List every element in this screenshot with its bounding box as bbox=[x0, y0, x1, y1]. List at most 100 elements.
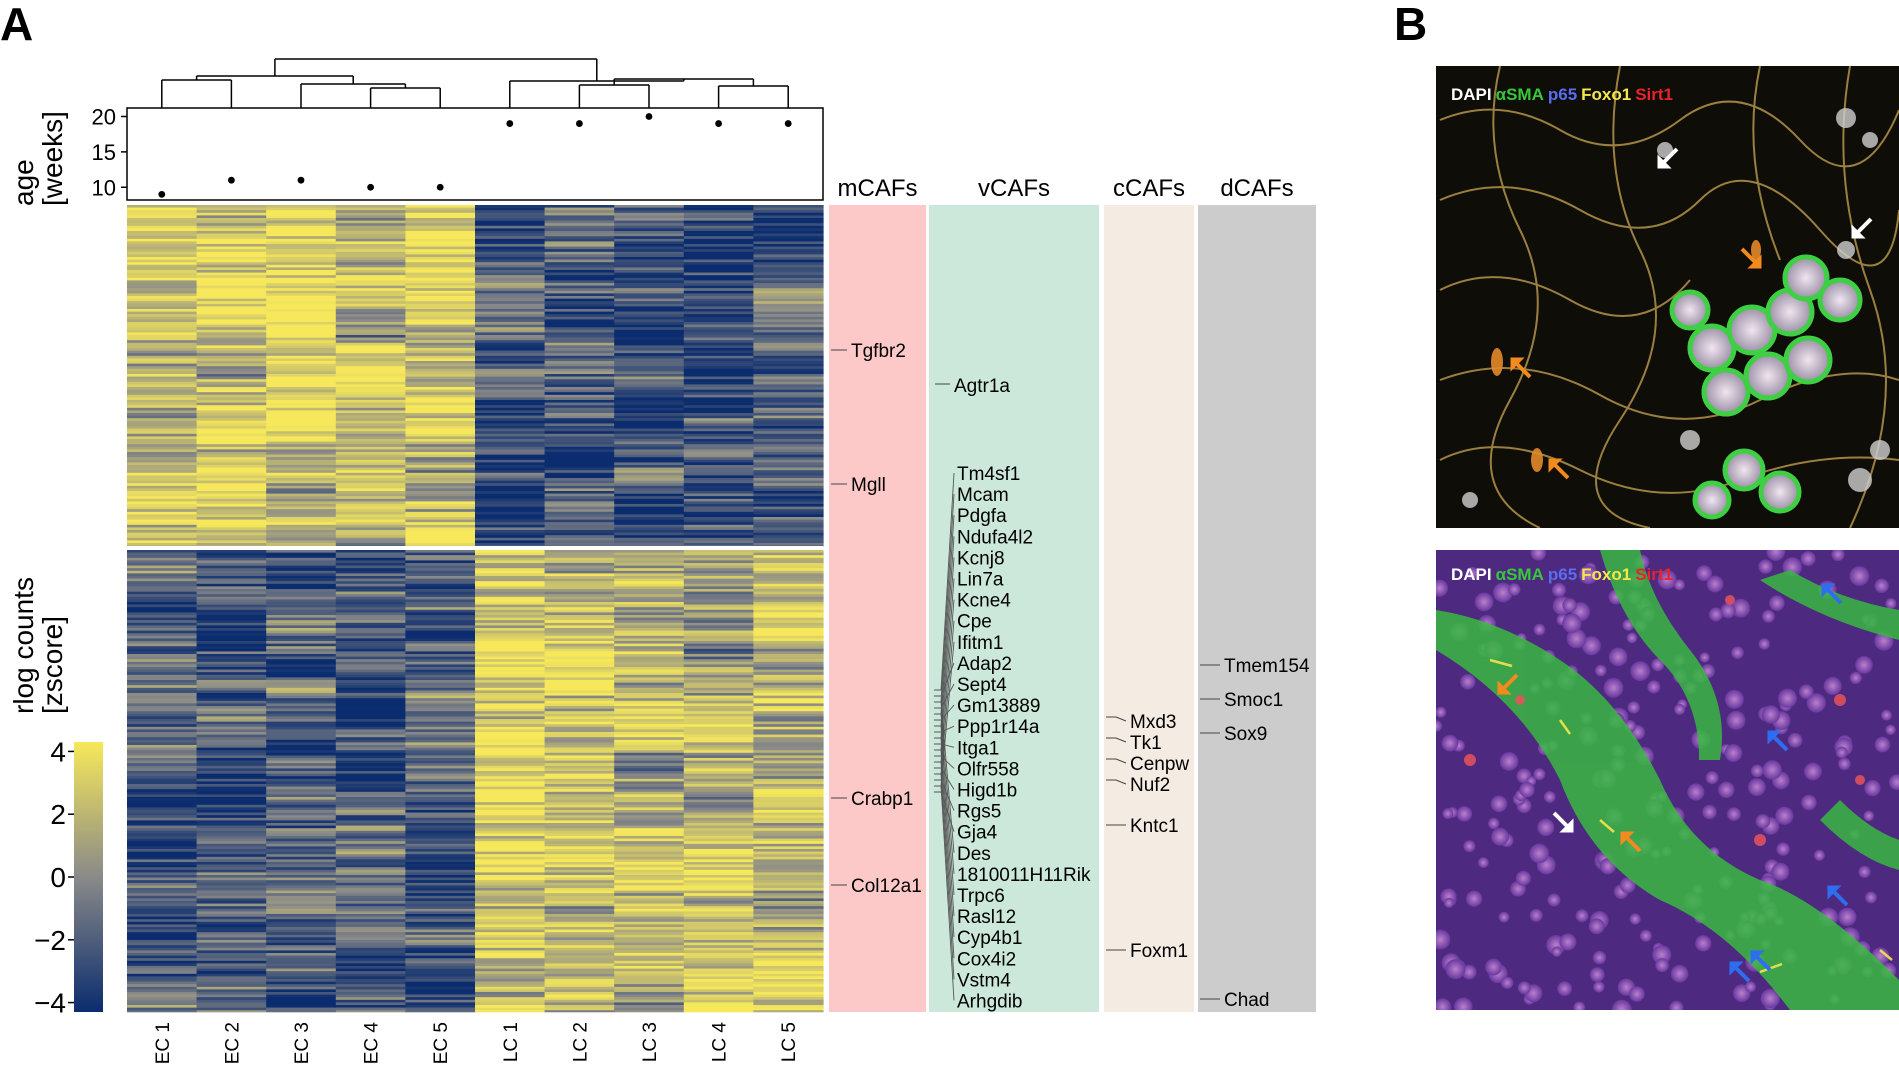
heatmap-cell bbox=[614, 218, 685, 221]
heatmap-cell bbox=[127, 838, 198, 842]
heatmap-cell bbox=[544, 882, 615, 886]
heatmap-cell bbox=[683, 215, 754, 219]
heatmap-cell bbox=[405, 332, 476, 336]
heatmap-cell bbox=[335, 493, 406, 497]
heatmap-cell bbox=[196, 270, 267, 273]
heatmap-cell bbox=[753, 669, 824, 673]
heatmap-cell bbox=[544, 324, 615, 328]
heatmap-cell bbox=[753, 504, 824, 507]
heatmap-cell bbox=[335, 303, 406, 307]
heatmap-cell bbox=[544, 869, 615, 873]
heatmap-cell bbox=[683, 810, 754, 813]
heatmap-cell bbox=[683, 992, 754, 995]
heatmap-cell bbox=[266, 721, 337, 725]
heatmap-cell bbox=[753, 431, 824, 435]
age-point bbox=[297, 176, 305, 184]
heatmap-cell bbox=[335, 238, 406, 242]
heatmap-cell bbox=[127, 703, 198, 707]
heatmap-cell bbox=[335, 462, 406, 466]
heatmap-cell bbox=[335, 413, 406, 416]
heatmap-cell bbox=[683, 517, 754, 520]
heatmap-cell bbox=[614, 851, 685, 855]
heatmap-cell bbox=[475, 690, 546, 694]
heatmap-cell bbox=[335, 576, 406, 579]
heatmap-cell bbox=[127, 431, 198, 435]
heatmap-cell bbox=[753, 947, 824, 951]
heatmap-cell bbox=[544, 823, 615, 826]
heatmap-cell bbox=[475, 758, 546, 761]
heatmap-cell bbox=[405, 301, 476, 305]
heatmap-cell bbox=[127, 812, 198, 816]
heatmap-cell bbox=[614, 628, 685, 631]
heatmap-cell bbox=[405, 413, 476, 416]
heatmap-cell bbox=[683, 236, 754, 240]
heatmap-cell bbox=[196, 630, 267, 634]
heatmap-cell bbox=[753, 410, 824, 414]
heatmap-cell bbox=[266, 760, 337, 764]
heatmap-cell bbox=[266, 615, 337, 618]
micrograph-cell bbox=[1517, 981, 1531, 995]
micrograph-legend-item: Sirt1 bbox=[1635, 85, 1673, 104]
heatmap-cell bbox=[753, 511, 824, 515]
micrograph-cell bbox=[1603, 677, 1624, 698]
heatmap-cell bbox=[753, 872, 824, 876]
heatmap-cell bbox=[614, 498, 685, 502]
heatmap-cell bbox=[475, 659, 546, 663]
heatmap-cell bbox=[405, 358, 476, 362]
colorbar-tick-label: −2 bbox=[34, 925, 66, 956]
heatmap-cell bbox=[196, 591, 267, 595]
heatmap-cell bbox=[544, 690, 615, 694]
heatmap-cell bbox=[266, 545, 337, 547]
heatmap-cell bbox=[405, 682, 476, 686]
heatmap-cell bbox=[683, 275, 754, 279]
heatmap-cell bbox=[683, 583, 754, 587]
heatmap-cell bbox=[475, 716, 546, 720]
heatmap-cell bbox=[753, 882, 824, 886]
heatmap-cell bbox=[196, 659, 267, 663]
micrograph-cell bbox=[1442, 808, 1454, 819]
heatmap-cell bbox=[753, 815, 824, 819]
heatmap-cell bbox=[335, 768, 406, 772]
heatmap-cell bbox=[475, 207, 546, 211]
heatmap-cell bbox=[544, 804, 615, 808]
heatmap-cell bbox=[405, 719, 476, 722]
heatmap-cell bbox=[266, 316, 337, 320]
heatmap-cell bbox=[753, 989, 824, 993]
heatmap-cell bbox=[544, 246, 615, 250]
heatmap-cell bbox=[196, 535, 267, 539]
heatmap-cell bbox=[614, 765, 685, 769]
heatmap-cell bbox=[683, 895, 754, 899]
heatmap-cell bbox=[127, 272, 198, 276]
heatmap-cell bbox=[266, 400, 337, 403]
heatmap-cell bbox=[683, 519, 754, 523]
micrograph-cell bbox=[1436, 579, 1449, 597]
micrograph-arrow bbox=[1657, 147, 1679, 169]
heatmap-cell bbox=[405, 830, 476, 834]
heatmap-cell bbox=[196, 280, 267, 284]
heatmap-cell bbox=[614, 220, 685, 224]
heatmap-cell bbox=[335, 262, 406, 266]
heatmap-cell bbox=[196, 327, 267, 331]
heatmap-cell bbox=[127, 426, 198, 429]
heatmap-cell bbox=[266, 609, 337, 613]
heatmap-cell bbox=[335, 942, 406, 946]
heatmap-cell bbox=[683, 781, 754, 785]
heatmap-cell bbox=[614, 789, 685, 793]
heatmap-cell bbox=[753, 687, 824, 691]
heatmap-cell bbox=[683, 589, 754, 592]
heatmap-cell bbox=[683, 535, 754, 539]
heatmap-cell bbox=[683, 530, 754, 533]
heatmap-cell bbox=[753, 254, 824, 258]
heatmap-cell bbox=[475, 402, 546, 406]
heatmap-cell bbox=[266, 667, 337, 670]
gene-leader bbox=[934, 704, 955, 721]
gene-label: Tk1 bbox=[1130, 733, 1162, 754]
heatmap-cell bbox=[266, 994, 337, 998]
heatmap-cell bbox=[544, 760, 615, 764]
heatmap-cell bbox=[753, 444, 824, 448]
heatmap-cell bbox=[266, 992, 337, 995]
gene-leader bbox=[934, 737, 955, 917]
heatmap-cell bbox=[475, 721, 546, 725]
heatmap-cell bbox=[196, 929, 267, 933]
heatmap-cell bbox=[335, 615, 406, 618]
